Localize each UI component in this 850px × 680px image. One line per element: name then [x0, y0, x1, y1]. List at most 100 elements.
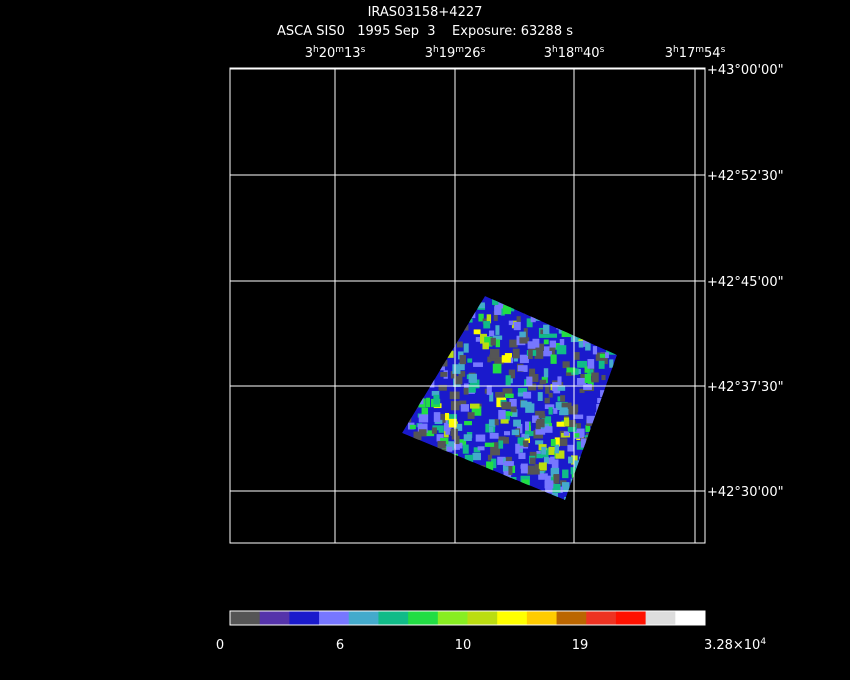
image-pixel — [459, 439, 467, 446]
dec-label: +42°52'30" — [707, 169, 784, 184]
image-pixel — [529, 451, 537, 459]
image-pixel — [567, 405, 578, 415]
image-pixel — [587, 359, 595, 369]
ra-label-part: 18 — [558, 46, 575, 61]
image-pixel — [492, 335, 503, 340]
image-pixel — [458, 362, 465, 371]
image-pixel — [521, 479, 530, 488]
image-pixel — [561, 482, 570, 492]
image-pixel — [495, 325, 500, 335]
image-pixel — [527, 341, 536, 349]
image-pixel — [503, 304, 512, 315]
image-pixel — [547, 333, 558, 338]
image-pixel — [448, 418, 457, 428]
colorbar-swatch — [645, 611, 676, 625]
image-pixel — [543, 368, 549, 378]
image-pixel — [530, 314, 536, 323]
image-pixel — [489, 392, 494, 402]
image-pixel — [490, 445, 501, 456]
ra-label-part: 3 — [425, 46, 433, 61]
image-pixel — [488, 330, 495, 337]
image-pixel — [528, 349, 533, 360]
ra-label: 3h19m26s — [425, 45, 486, 61]
ra-label-part: 3 — [544, 46, 552, 61]
image-pixel — [535, 440, 544, 445]
image-pixel — [510, 406, 517, 413]
image-pixel — [552, 382, 558, 392]
ra-label-part: s — [361, 45, 366, 55]
image-pixel — [478, 302, 485, 309]
ra-label-part: 40 — [583, 46, 600, 61]
image-pixel — [537, 384, 543, 390]
title: IRAS03158+4227 — [368, 5, 483, 20]
image-pixel — [493, 311, 498, 321]
image-pixel — [454, 445, 460, 450]
image-pixel — [520, 400, 528, 408]
image-pixel — [413, 431, 422, 440]
colorbar-swatch — [259, 611, 290, 625]
dec-label: +42°30'00" — [707, 485, 784, 500]
image-pixel — [492, 363, 502, 374]
image-pixel — [431, 427, 437, 434]
image-pixel — [567, 444, 574, 452]
image-pixel — [458, 371, 466, 377]
image-pixel — [580, 438, 588, 448]
image-pixel — [562, 361, 570, 369]
image-pixel — [568, 456, 573, 464]
image-pixel — [572, 404, 579, 413]
image-pixel — [409, 424, 416, 430]
image-pixel — [556, 345, 567, 355]
image-pixel — [544, 480, 554, 489]
image-pixel — [554, 437, 560, 447]
ra-label-part: 3 — [665, 46, 673, 61]
image-pixel — [495, 298, 505, 309]
image-pixel — [505, 393, 514, 399]
image-pixel — [566, 419, 576, 428]
image-pixel — [524, 431, 535, 437]
colorbar-label: 19 — [572, 638, 589, 653]
image-pixel — [508, 465, 513, 475]
image-pixel — [583, 383, 592, 390]
image-pixel — [456, 423, 463, 431]
image-pixel — [456, 341, 463, 348]
image-pixel — [501, 436, 509, 444]
image-pixel — [532, 338, 540, 348]
image-pixel — [438, 384, 447, 391]
image-pixel — [557, 396, 562, 402]
image-pixel — [463, 343, 469, 353]
image-pixel — [567, 424, 577, 432]
image-pixel — [523, 391, 532, 399]
image-pixel — [544, 404, 555, 409]
ra-label-part: s — [481, 45, 486, 55]
image-pixel — [503, 431, 511, 436]
image-pixel — [570, 333, 580, 343]
image-pixel — [495, 339, 501, 348]
image-pixel — [442, 360, 448, 367]
image-pixel — [494, 418, 499, 426]
image-pixel — [529, 373, 539, 383]
ra-label-part: m — [574, 45, 583, 55]
image-pixel — [417, 423, 428, 433]
ra-label-part: m — [335, 45, 344, 55]
image-pixel — [559, 438, 568, 446]
image-pixel — [577, 360, 588, 368]
image-pixel — [587, 369, 594, 376]
image-pixel — [582, 338, 590, 347]
image-pixel — [488, 426, 494, 433]
image-pixel — [468, 373, 477, 383]
image-pixel — [553, 474, 560, 484]
image-pixel — [501, 355, 511, 363]
image-pixel — [609, 359, 614, 368]
image-pixel — [551, 459, 559, 470]
image-pixel — [497, 456, 506, 465]
image-pixel — [513, 419, 521, 427]
colorbar-swatch — [556, 611, 587, 625]
subtitle: ASCA SIS0 1995 Sep 3 Exposure: 63288 s — [277, 24, 573, 39]
image-pixel — [467, 358, 473, 363]
image-pixel — [459, 355, 467, 365]
image-pixel — [592, 346, 598, 355]
colorbar-swatch — [526, 611, 558, 625]
image-pixel — [573, 414, 584, 419]
image-pixel — [526, 318, 533, 328]
